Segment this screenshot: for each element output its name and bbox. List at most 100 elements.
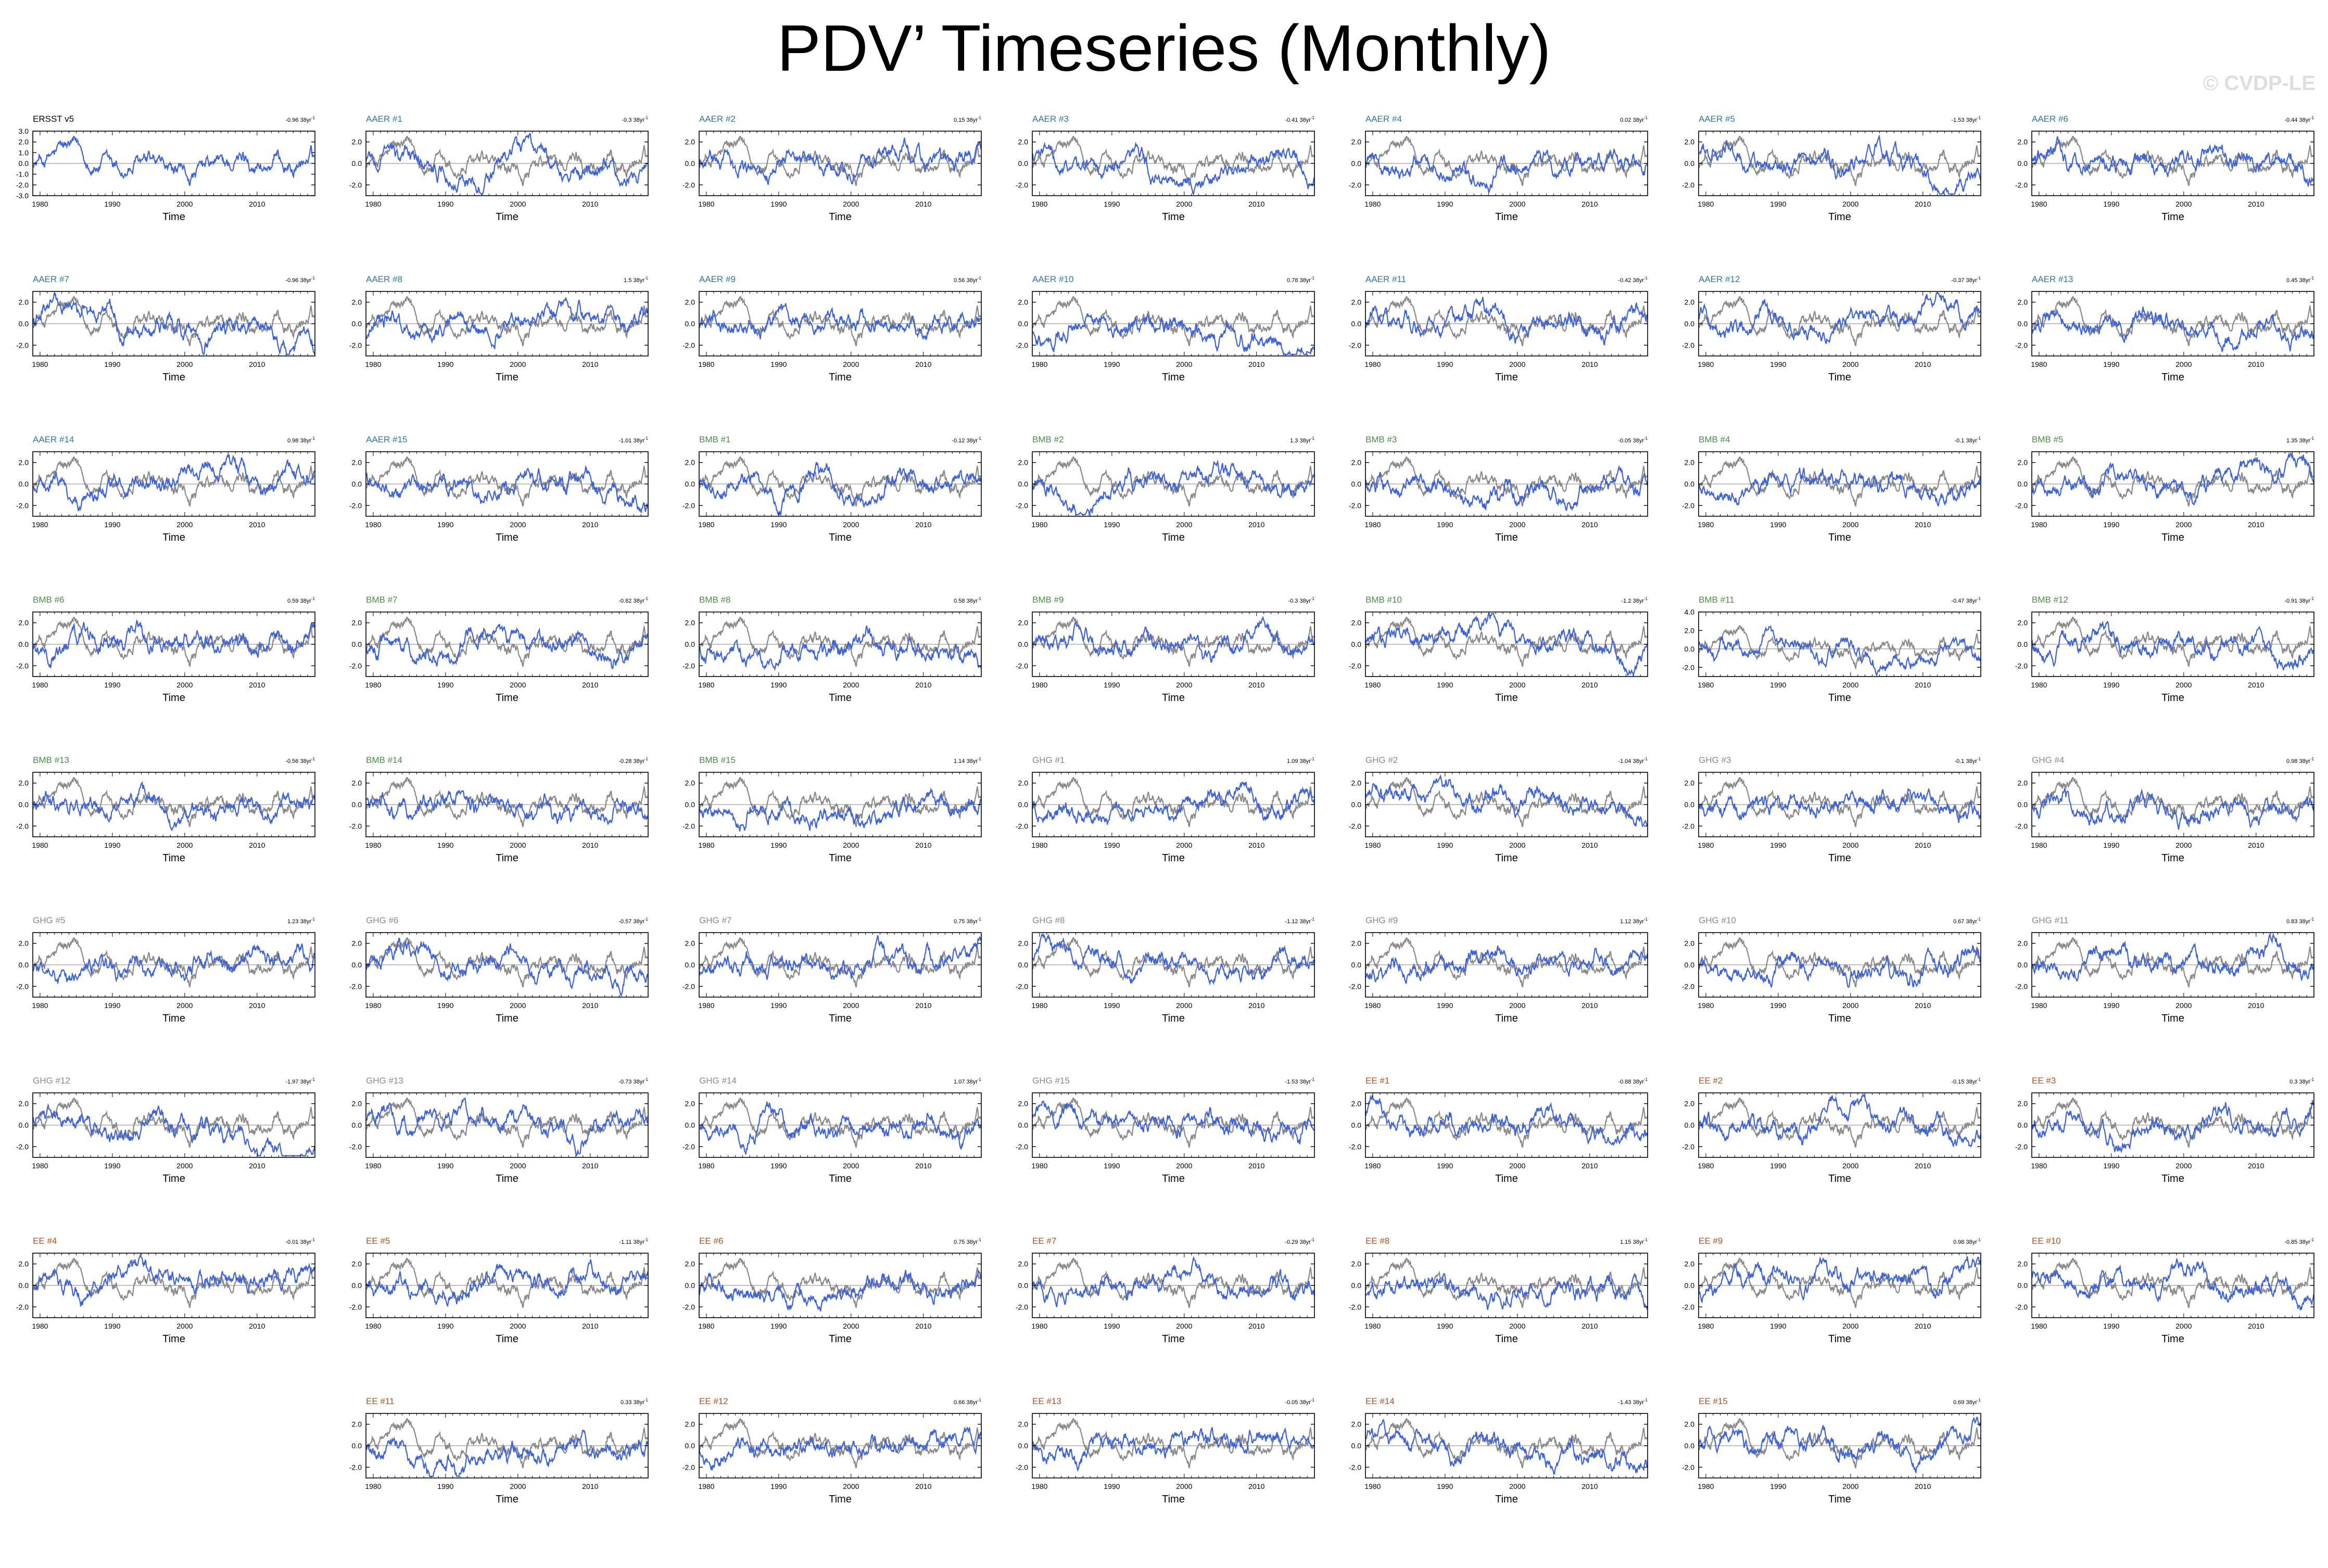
y-tick-label: -2.0 <box>1016 982 1028 990</box>
panel-name: BMB #8 <box>699 595 730 605</box>
x-tick-label: 2000 <box>2175 1001 2192 1010</box>
panel: BMB #12 -0.91 38yr-1 2.0 0.0 -2.0 1980 1990 200… <box>2015 595 2314 704</box>
panel-name: GHG #7 <box>699 915 731 925</box>
panel-name: ERSST v5 <box>33 114 74 124</box>
y-tick-label: 2.0 <box>352 1260 362 1268</box>
panel-name: GHG #11 <box>2032 915 2069 925</box>
y-tick-label: 3.0 <box>19 127 29 135</box>
x-tick-label: 1980 <box>32 1162 48 1170</box>
y-tick-label: 0.0 <box>2018 159 2028 168</box>
page-title: PDV’ Timeseries (Monthly) <box>777 11 1551 85</box>
x-tick-label: 2010 <box>1248 520 1264 529</box>
x-tick-label: 1980 <box>1031 1001 1047 1010</box>
simulated-series-line <box>699 935 982 980</box>
observed-series-line <box>1365 135 1648 186</box>
x-tick-label: 2010 <box>582 520 598 529</box>
x-tick-label: 1990 <box>437 681 453 689</box>
panel: GHG #14 1.07 38yr-1 2.0 0.0 -2.0 1980 1990 2000… <box>682 1076 982 1184</box>
trend-label: -0.41 38yr-1 <box>1285 116 1314 123</box>
y-tick-label: -2.0 <box>1682 341 1694 349</box>
y-tick-label: 0.0 <box>1018 159 1029 168</box>
y-tick-label: 2.0 <box>1351 939 1362 948</box>
y-tick-label: 2.0 <box>2018 939 2028 948</box>
y-tick-label: -2.0 <box>682 501 695 509</box>
y-tick-label: 2.0 <box>2018 298 2028 307</box>
x-axis-label: Time <box>1162 532 1185 543</box>
x-tick-label: 2000 <box>843 681 859 689</box>
y-tick-label: 0.0 <box>1018 640 1029 648</box>
x-tick-label: 1990 <box>1770 681 1786 689</box>
x-axis-label: Time <box>1828 1173 1851 1184</box>
y-tick-label: 0.0 <box>1018 800 1029 809</box>
x-tick-label: 2000 <box>2175 360 2192 368</box>
trend-label: 0.78 38yr-1 <box>1287 276 1315 284</box>
x-tick-label: 2010 <box>915 1162 931 1170</box>
x-axis-label: Time <box>496 1333 518 1345</box>
trend-label: -0.1 38yr-1 <box>1954 436 1981 444</box>
panel-name: AAER #9 <box>699 274 736 284</box>
x-tick-label: 2000 <box>843 200 859 208</box>
x-tick-label: 1980 <box>1364 360 1381 368</box>
y-tick-label: 0.0 <box>685 1121 695 1129</box>
x-tick-label: 1990 <box>104 681 120 689</box>
y-tick-label: -2.0 <box>1682 1142 1694 1151</box>
panel: EE #2 -0.15 38yr-1 2.0 0.0 -2.0 1980 1990 2000 2… <box>1682 1076 1981 1184</box>
observed-series-line <box>1032 616 1315 667</box>
panel-name: AAER #8 <box>366 274 402 284</box>
panel-name: BMB #2 <box>1032 435 1064 444</box>
y-tick-label: 0.0 <box>19 1281 29 1290</box>
x-tick-label: 2010 <box>1248 841 1264 849</box>
simulated-series-line <box>1032 1100 1315 1145</box>
x-tick-label: 2010 <box>2248 1001 2264 1010</box>
simulated-series-line <box>365 133 649 195</box>
x-axis-label: Time <box>162 372 185 383</box>
simulated-series-line <box>2031 786 2314 830</box>
y-tick-label: -2.0 <box>1016 181 1028 189</box>
x-axis-label: Time <box>496 692 518 704</box>
observed-series-line <box>2031 1097 2314 1148</box>
y-tick-label: -2.0 <box>349 661 362 670</box>
x-tick-label: 2000 <box>2175 200 2192 208</box>
x-axis-label: Time <box>2161 692 2184 704</box>
x-tick-label: 1990 <box>770 1162 787 1170</box>
y-tick-label: -2.0 <box>1016 661 1028 670</box>
y-tick-label: -2.0 <box>1682 501 1694 509</box>
y-tick-label: -2.0 <box>349 181 362 189</box>
y-tick-label: 0.0 <box>1018 961 1029 969</box>
x-tick-label: 1990 <box>1437 841 1453 849</box>
panel-name: AAER #10 <box>1032 274 1073 284</box>
x-tick-label: 1980 <box>1698 360 1714 368</box>
x-tick-label: 2010 <box>915 681 931 689</box>
panel: GHG #11 0.83 38yr-1 2.0 0.0 -2.0 1980 1990 2000… <box>2015 915 2314 1024</box>
y-tick-label: -2.0 <box>16 341 29 349</box>
y-tick-label: 0.0 <box>1685 961 1695 969</box>
x-axis-label: Time <box>496 852 518 864</box>
x-tick-label: 1990 <box>1104 681 1120 689</box>
y-tick-label: 0.0 <box>352 320 362 328</box>
panel-name: BMB #14 <box>366 755 402 765</box>
x-tick-label: 2010 <box>915 200 931 208</box>
x-tick-label: 2010 <box>249 1001 265 1010</box>
y-tick-label: 2.0 <box>19 1100 29 1108</box>
x-tick-label: 1980 <box>1364 1001 1381 1010</box>
trend-label: -0.82 38yr-1 <box>618 596 648 604</box>
x-tick-label: 1990 <box>437 200 453 208</box>
panel-name: EE #3 <box>2032 1076 2056 1086</box>
trend-label: -0.3 38yr-1 <box>1288 596 1314 604</box>
y-tick-label: 2.0 <box>1018 779 1029 787</box>
trend-label: 1.5 38yr-1 <box>624 276 648 284</box>
x-tick-label: 2010 <box>1581 681 1598 689</box>
y-tick-label: 2.0 <box>19 458 29 467</box>
x-tick-label: 1990 <box>1104 841 1120 849</box>
x-tick-label: 1980 <box>1031 1162 1047 1170</box>
x-tick-label: 1990 <box>2103 841 2119 849</box>
observed-series-line <box>32 776 315 827</box>
simulated-series-line <box>1032 616 1315 663</box>
x-tick-label: 1980 <box>365 1001 381 1010</box>
observed-series-line <box>699 1257 982 1308</box>
x-axis-label: Time <box>1828 852 1851 864</box>
trend-label: -0.91 38yr-1 <box>2284 596 2314 604</box>
y-tick-label: 2.0 <box>2018 458 2028 467</box>
x-tick-label: 1980 <box>365 1162 381 1170</box>
panel: AAER #13 0.45 38yr-1 2.0 0.0 -2.0 1980 1990 200… <box>2015 274 2314 383</box>
